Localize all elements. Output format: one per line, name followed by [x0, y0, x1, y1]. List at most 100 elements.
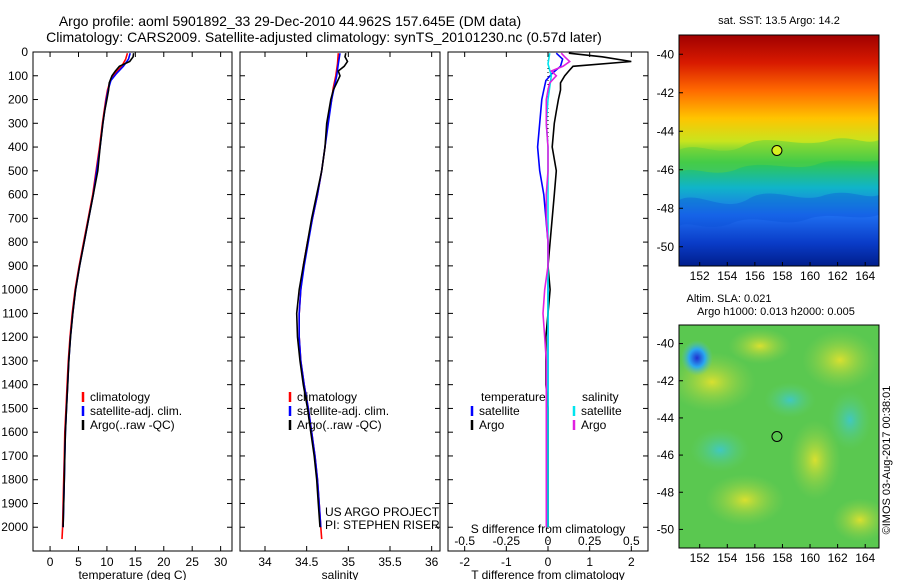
series-line — [61, 52, 129, 540]
temperature-profile-panel: 0100200300400500600700800900100011001200… — [1, 45, 233, 580]
depth-tick-label: 1400 — [1, 378, 28, 392]
x-axis-label: T difference from climatology — [471, 568, 625, 580]
x-axis-label: salinity — [322, 568, 359, 580]
legend-label: satellite-adj. clim. — [90, 404, 182, 418]
x-tick-label: 1 — [586, 555, 593, 569]
depth-tick-label: 900 — [8, 259, 28, 273]
x-tick-label: 34.5 — [295, 555, 319, 569]
lat-tick-label: -40 — [657, 337, 675, 351]
x-tick-label: 36 — [425, 555, 439, 569]
x-tick-label: 35.5 — [378, 555, 402, 569]
x-tick-label: 35 — [342, 555, 356, 569]
legend-label: climatology — [297, 390, 357, 404]
lon-tick-label: 160 — [800, 269, 820, 283]
legend-label: Argo — [479, 418, 505, 432]
lon-tick-label: 152 — [690, 269, 710, 283]
sla-map-panel: Altim. SLA: 0.021 Argo h1000: 0.013 h200… — [657, 293, 880, 565]
x-tick-label: 34 — [258, 555, 272, 569]
depth-tick-label: 200 — [8, 93, 28, 107]
depth-tick-label: 800 — [8, 235, 28, 249]
lat-tick-label: -40 — [657, 47, 675, 61]
x-tick-label: -1 — [501, 555, 512, 569]
legend-label: satellite — [479, 404, 520, 418]
legend-label: climatology — [90, 390, 150, 404]
depth-tick-label: 1300 — [1, 354, 28, 368]
lon-tick-label: 154 — [717, 269, 737, 283]
figure-title-line2: Climatology: CARS2009. Satellite-adjuste… — [46, 29, 602, 45]
legend-label: satellite — [581, 404, 622, 418]
depth-tick-label: 1700 — [1, 449, 28, 463]
lon-tick-label: 164 — [855, 269, 875, 283]
lon-tick-label: 158 — [772, 269, 792, 283]
legend-label: Argo(..raw -QC) — [90, 418, 175, 432]
lat-tick-label: -48 — [657, 485, 675, 499]
lat-tick-label: -50 — [657, 522, 675, 536]
lon-tick-label: 152 — [690, 551, 710, 565]
depth-tick-label: 1000 — [1, 283, 28, 297]
x-tick-label: 15 — [129, 555, 143, 569]
x-tick-label: 5 — [75, 555, 82, 569]
x-tick-label: 0 — [545, 555, 552, 569]
lat-tick-label: -42 — [657, 374, 675, 388]
x-tick-label: 10 — [100, 555, 114, 569]
salinity-profile-panel: 34 34.5 35 35.5 36 salinity climatologysatelli… — [239, 51, 441, 580]
lon-tick-label: 154 — [717, 551, 737, 565]
lon-tick-label: 156 — [745, 269, 765, 283]
series-line — [62, 53, 135, 528]
x-tick-label: 25 — [186, 555, 200, 569]
project-annotation: US ARGO PROJECT — [325, 505, 440, 519]
sla-map-title-line2: Argo h1000: 0.013 h2000: 0.005 — [697, 306, 855, 318]
lat-tick-label: -48 — [657, 201, 675, 215]
lat-tick-label: -44 — [657, 124, 675, 138]
depth-tick-label: 1800 — [1, 473, 28, 487]
depth-tick-label: 1600 — [1, 425, 28, 439]
lat-tick-label: -46 — [657, 163, 675, 177]
depth-tick-label: 1500 — [1, 401, 28, 415]
x-tick-label: 20 — [157, 555, 171, 569]
legend-title-salinity: salinity — [582, 390, 619, 404]
lon-tick-label: 164 — [855, 551, 875, 565]
legend-title-temperature: temperature — [481, 390, 546, 404]
series-line — [545, 53, 553, 528]
sst-argo-location-marker — [771, 145, 783, 156]
sst-map-panel: sat. SST: 13.5 Argo: 14.2 152 154 156 158 16… — [657, 15, 880, 283]
lon-tick-label: 156 — [745, 551, 765, 565]
s-diff-tick-label: 0.25 — [578, 534, 602, 548]
x-tick-label: 2 — [628, 555, 635, 569]
imos-timestamp: ©IMOS 03-Aug-2017 00:38:01 — [881, 386, 893, 535]
legend-label: Argo(..raw -QC) — [297, 418, 382, 432]
s-diff-tick-label: 0.5 — [623, 534, 640, 548]
depth-tick-label: 100 — [8, 69, 28, 83]
series-line — [545, 52, 632, 528]
depth-tick-label: 1100 — [2, 306, 28, 320]
x-axis-label: temperature (deg C) — [78, 568, 186, 580]
lon-tick-label: 162 — [828, 269, 848, 283]
series-line — [542, 52, 571, 528]
depth-tick-label: 400 — [8, 140, 28, 154]
s-diff-tick-label: -0.5 — [454, 534, 475, 548]
lon-tick-label: 158 — [772, 551, 792, 565]
sst-map-title: sat. SST: 13.5 Argo: 14.2 — [718, 15, 840, 27]
x-tick-label: 0 — [47, 555, 54, 569]
sla-map-title-line1: Altim. SLA: 0.021 — [687, 293, 772, 305]
depth-tick-label: 600 — [8, 188, 28, 202]
legend-label: Argo — [581, 418, 607, 432]
lat-tick-label: -42 — [657, 86, 675, 100]
depth-tick-label: 300 — [8, 116, 28, 130]
s-diff-tick-label: -0.25 — [493, 534, 521, 548]
lat-tick-label: -44 — [657, 411, 675, 425]
project-annotation: PI: STEPHEN RISER — [325, 518, 440, 532]
sla-argo-location-marker — [771, 431, 783, 442]
series-line — [295, 53, 349, 528]
legend-label: satellite-adj. clim. — [297, 404, 389, 418]
series-line — [298, 53, 341, 528]
depth-tick-label: 0 — [21, 45, 28, 59]
lon-tick-label: 160 — [800, 551, 820, 565]
series-line — [298, 53, 340, 540]
depth-tick-label: 1900 — [1, 496, 28, 510]
depth-tick-label: 2000 — [1, 520, 28, 534]
figure-title-line1: Argo profile: aoml 5901892_33 29-Dec-201… — [59, 13, 521, 29]
lat-tick-label: -46 — [657, 448, 675, 462]
depth-tick-label: 1200 — [1, 330, 28, 344]
depth-tick-label: 700 — [8, 211, 28, 225]
